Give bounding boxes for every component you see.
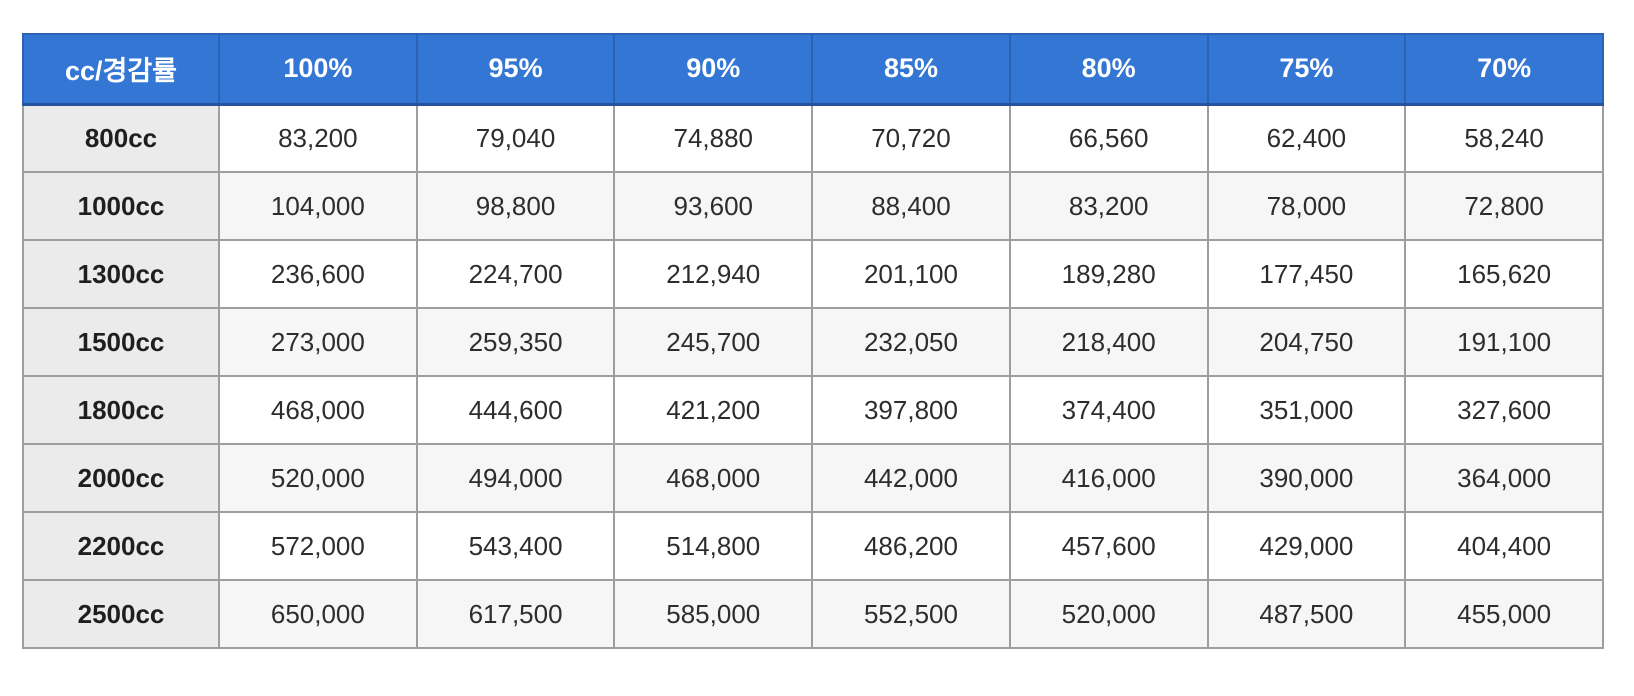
- column-header-cell: 100%: [218, 33, 418, 106]
- value-cell: 543,400: [415, 511, 616, 581]
- header-row: cc/경감률 100% 95% 90% 85% 80% 75% 70%: [22, 33, 1604, 106]
- column-header-cell: 80%: [1008, 33, 1209, 106]
- value-cell: 189,280: [1008, 239, 1209, 309]
- table-row: 1300cc 236,600 224,700 212,940 201,100 189,28…: [22, 239, 1604, 309]
- value-cell: 572,000: [218, 511, 418, 581]
- column-header-cell: 90%: [613, 33, 814, 106]
- rate-table: cc/경감률 100% 95% 90% 85% 80% 75% 70% 800cc 83,200…: [22, 33, 1604, 649]
- value-cell: 177,450: [1206, 239, 1407, 309]
- value-cell: 83,200: [1008, 171, 1209, 241]
- value-cell: 397,800: [811, 375, 1011, 445]
- row-label-cell: 2200cc: [22, 511, 220, 581]
- value-cell: 486,200: [811, 511, 1011, 581]
- column-header-cell: 95%: [415, 33, 616, 106]
- value-cell: 165,620: [1404, 239, 1604, 309]
- value-cell: 273,000: [218, 307, 418, 377]
- value-cell: 520,000: [1008, 579, 1209, 649]
- value-cell: 455,000: [1404, 579, 1604, 649]
- column-header-cell: 70%: [1404, 33, 1604, 106]
- value-cell: 364,000: [1404, 443, 1604, 513]
- value-cell: 72,800: [1404, 171, 1604, 241]
- value-cell: 204,750: [1206, 307, 1407, 377]
- column-header-cell: 85%: [811, 33, 1011, 106]
- value-cell: 390,000: [1206, 443, 1407, 513]
- value-cell: 494,000: [415, 443, 616, 513]
- value-cell: 457,600: [1008, 511, 1209, 581]
- value-cell: 232,050: [811, 307, 1011, 377]
- row-label-cell: 1800cc: [22, 375, 220, 445]
- table-row: 1000cc 104,000 98,800 93,600 88,400 83,200 78,…: [22, 171, 1604, 241]
- row-label-cell: 2500cc: [22, 579, 220, 649]
- table-row: 2000cc 520,000 494,000 468,000 442,000 416,00…: [22, 443, 1604, 513]
- value-cell: 617,500: [415, 579, 616, 649]
- value-cell: 58,240: [1404, 103, 1604, 173]
- value-cell: 327,600: [1404, 375, 1604, 445]
- value-cell: 421,200: [613, 375, 814, 445]
- value-cell: 218,400: [1008, 307, 1209, 377]
- corner-header-cell: cc/경감률: [22, 33, 220, 106]
- value-cell: 514,800: [613, 511, 814, 581]
- row-label-cell: 1300cc: [22, 239, 220, 309]
- value-cell: 585,000: [613, 579, 814, 649]
- value-cell: 429,000: [1206, 511, 1407, 581]
- value-cell: 224,700: [415, 239, 616, 309]
- value-cell: 416,000: [1008, 443, 1209, 513]
- value-cell: 351,000: [1206, 375, 1407, 445]
- value-cell: 201,100: [811, 239, 1011, 309]
- value-cell: 74,880: [613, 103, 814, 173]
- table-header: cc/경감률 100% 95% 90% 85% 80% 75% 70%: [22, 33, 1604, 106]
- value-cell: 212,940: [613, 239, 814, 309]
- row-label-cell: 800cc: [22, 103, 220, 173]
- table-row: 2200cc 572,000 543,400 514,800 486,200 457,60…: [22, 511, 1604, 581]
- value-cell: 259,350: [415, 307, 616, 377]
- row-label-cell: 1500cc: [22, 307, 220, 377]
- value-cell: 468,000: [218, 375, 418, 445]
- value-cell: 404,400: [1404, 511, 1604, 581]
- value-cell: 236,600: [218, 239, 418, 309]
- value-cell: 444,600: [415, 375, 616, 445]
- value-cell: 468,000: [613, 443, 814, 513]
- value-cell: 104,000: [218, 171, 418, 241]
- table-row: 2500cc 650,000 617,500 585,000 552,500 520,00…: [22, 579, 1604, 649]
- value-cell: 98,800: [415, 171, 616, 241]
- value-cell: 62,400: [1206, 103, 1407, 173]
- value-cell: 191,100: [1404, 307, 1604, 377]
- value-cell: 88,400: [811, 171, 1011, 241]
- value-cell: 245,700: [613, 307, 814, 377]
- value-cell: 552,500: [811, 579, 1011, 649]
- value-cell: 70,720: [811, 103, 1011, 173]
- table-row: 800cc 83,200 79,040 74,880 70,720 66,560 62,40…: [22, 103, 1604, 173]
- table-row: 1800cc 468,000 444,600 421,200 397,800 374,40…: [22, 375, 1604, 445]
- value-cell: 520,000: [218, 443, 418, 513]
- value-cell: 374,400: [1008, 375, 1209, 445]
- table-body: 800cc 83,200 79,040 74,880 70,720 66,560 62,40…: [22, 103, 1604, 649]
- value-cell: 93,600: [613, 171, 814, 241]
- value-cell: 83,200: [218, 103, 418, 173]
- value-cell: 66,560: [1008, 103, 1209, 173]
- value-cell: 650,000: [218, 579, 418, 649]
- table-row: 1500cc 273,000 259,350 245,700 232,050 218,40…: [22, 307, 1604, 377]
- row-label-cell: 1000cc: [22, 171, 220, 241]
- value-cell: 442,000: [811, 443, 1011, 513]
- value-cell: 487,500: [1206, 579, 1407, 649]
- column-header-cell: 75%: [1206, 33, 1407, 106]
- value-cell: 78,000: [1206, 171, 1407, 241]
- row-label-cell: 2000cc: [22, 443, 220, 513]
- value-cell: 79,040: [415, 103, 616, 173]
